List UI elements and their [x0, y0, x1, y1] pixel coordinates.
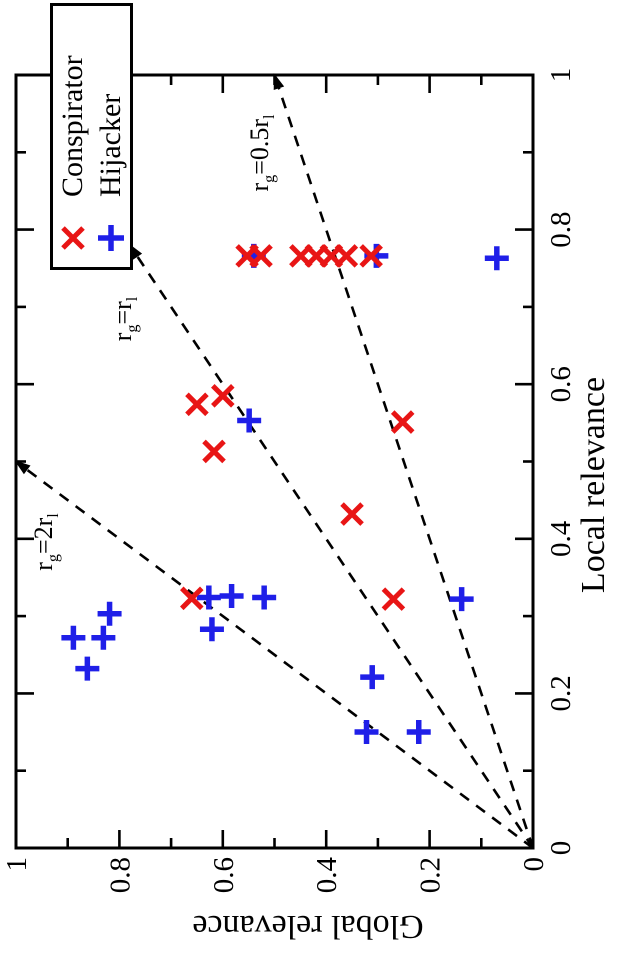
hijacker-point — [196, 585, 221, 610]
y-axis-title: Global relevance — [192, 908, 424, 945]
guide-line-arrowhead-0 — [14, 460, 31, 475]
guide-line-arrowhead-2 — [273, 73, 285, 91]
conspirator-point — [185, 392, 209, 417]
hijacker-point — [484, 246, 509, 271]
y-tick-label: 0.4 — [311, 857, 343, 894]
hijacker-point — [360, 665, 385, 690]
hijacker-point — [97, 601, 122, 626]
x-tick-label: 0 — [545, 841, 577, 856]
guide-line-label-2x: rg=2rl — [28, 513, 63, 571]
y-tick-label: 0 — [518, 857, 550, 872]
x-axis-title: Local relevance — [575, 376, 612, 594]
hijacker-point — [406, 720, 431, 745]
x-cross-glyph — [61, 226, 85, 250]
legend-item-hijacker: Hijacker — [94, 94, 128, 255]
conspirator-point — [202, 439, 226, 464]
x-tick-label: 0.6 — [545, 366, 577, 402]
plus-glyph — [98, 225, 124, 251]
legend-label-hijacker: Hijacker — [94, 93, 127, 197]
guide-line-label-half: rg=0.5rl — [244, 114, 279, 192]
x-tick-label: 0.8 — [545, 211, 577, 247]
legend-item-conspirator: Conspirator — [56, 55, 90, 255]
hijacker-point — [91, 625, 116, 650]
y-tick-label: 1 — [1, 857, 33, 872]
conspirator-point — [390, 410, 415, 434]
guide-line-label-1x: rg=rl — [107, 296, 142, 342]
hijacker-point — [219, 584, 244, 609]
hijacker-point — [252, 585, 277, 610]
y-tick-label: 0.8 — [104, 857, 136, 893]
conspirator-point — [381, 587, 406, 611]
hijacker-point — [199, 617, 224, 642]
hijacker-point — [449, 587, 474, 612]
x-tick-label: 0.2 — [545, 675, 577, 711]
conspirator-point — [249, 244, 273, 268]
guide-line-2 — [273, 74, 535, 849]
y-tick-label: 0.2 — [415, 857, 447, 893]
hijacker-point — [61, 625, 86, 650]
conspirator-point — [334, 244, 359, 268]
conspirator-point — [180, 586, 204, 611]
guide-line-0 — [15, 460, 534, 850]
conspirator-point — [359, 244, 383, 268]
guide-line-1 — [128, 244, 535, 849]
hijacker-point — [237, 408, 262, 433]
x-tick-label: 0.4 — [545, 520, 577, 557]
conspirator-x-marker-icon — [61, 226, 85, 250]
hijacker-point — [354, 720, 379, 745]
hijacker-plus-marker-icon — [98, 225, 124, 251]
hijacker-point — [75, 656, 100, 681]
legend-label-conspirator: Conspirator — [56, 55, 89, 197]
conspirator-point — [211, 384, 235, 408]
y-tick-label: 0.6 — [208, 857, 240, 893]
legend-box: Conspirator Hijacker — [50, 3, 133, 270]
conspirator-point — [340, 502, 364, 526]
x-tick-label: 1 — [545, 68, 577, 83]
